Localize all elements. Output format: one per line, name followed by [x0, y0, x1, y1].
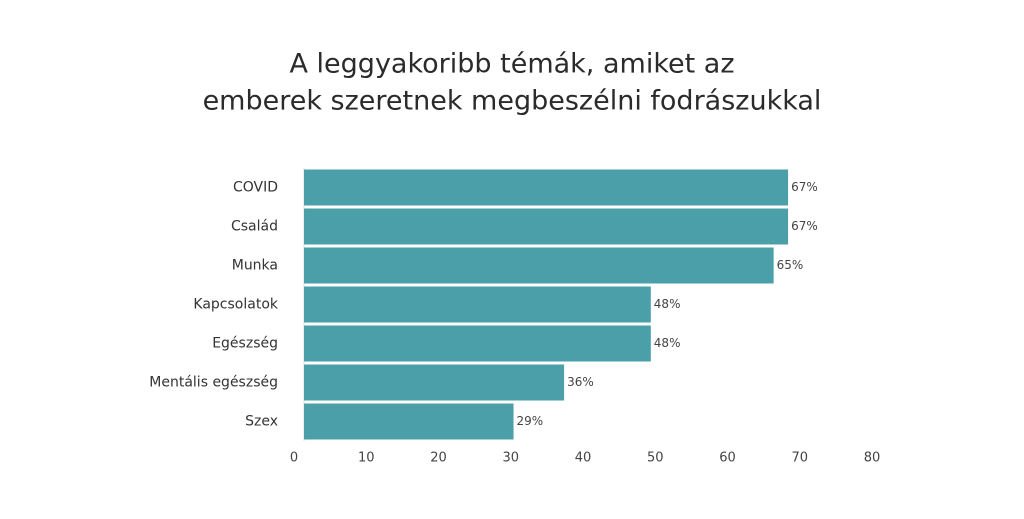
x-tick-label: 10: [358, 451, 375, 466]
value-label: 29%: [517, 414, 544, 428]
x-tick-label: 0: [290, 451, 298, 466]
x-tick-label: 40: [575, 451, 592, 466]
value-label: 67%: [791, 219, 818, 233]
value-label: 36%: [567, 375, 594, 389]
x-tick-label: 50: [647, 451, 664, 466]
value-label: 48%: [654, 297, 681, 311]
y-tick-label: Mentális egészség: [149, 375, 278, 391]
y-tick-label: Munka: [232, 258, 278, 274]
y-tick-label: Család: [231, 219, 278, 235]
bar: [304, 247, 774, 284]
x-tick-label: 20: [430, 451, 447, 466]
chart-title: A leggyakoribb témák, amiket az: [290, 49, 735, 80]
bar: [304, 364, 565, 401]
chart-title: emberek szeretnek megbeszélni fodrászukk…: [203, 86, 822, 117]
x-tick-label: 70: [791, 451, 808, 466]
y-tick-label: Szex: [245, 414, 278, 430]
x-tick-label: 80: [864, 451, 881, 466]
x-tick-label: 30: [502, 451, 519, 466]
y-tick-label: Kapcsolatok: [193, 297, 278, 313]
bar: [304, 286, 651, 323]
bar: [304, 169, 789, 206]
y-tick-label: COVID: [233, 180, 278, 196]
bar: [304, 208, 789, 245]
value-label: 48%: [654, 336, 681, 350]
bar: [304, 325, 651, 362]
y-tick-label: Egészség: [212, 336, 278, 352]
x-tick-label: 60: [719, 451, 736, 466]
value-label: 67%: [791, 180, 818, 194]
bar: [304, 403, 514, 440]
value-label: 65%: [777, 258, 804, 272]
